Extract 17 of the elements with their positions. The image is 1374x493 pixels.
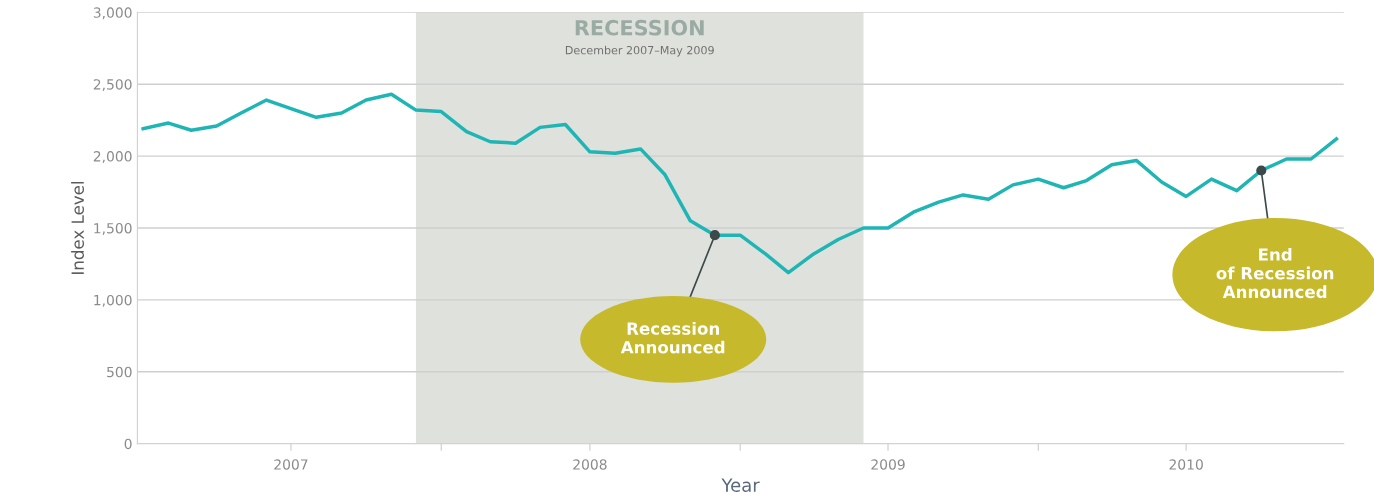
y-tick-label: 1,000 [94,294,132,307]
annotation: December 2007–May 2009 [565,45,714,57]
annotation: End of Recession Announced [1216,247,1334,299]
y-tick-label: 1,500 [94,222,132,235]
y-tick-label: 2,000 [93,151,132,164]
annotation: Recession Announced [620,321,725,354]
y-tick-label: 2,500 [93,79,132,92]
x-tick-label: 2008 [573,459,607,470]
y-axis-title: Index Level [71,181,84,274]
y-tick-label: 3,000 [93,7,132,20]
y-tick-label: 0 [124,438,132,450]
y-tick-label: 500 [107,366,132,378]
x-tick-label: 2010 [1169,459,1203,470]
x-tick-label: 2009 [871,459,905,470]
x-axis-title: Year [721,478,760,492]
band-label: RECESSION [575,19,704,36]
x-tick-label: 2007 [274,459,308,470]
